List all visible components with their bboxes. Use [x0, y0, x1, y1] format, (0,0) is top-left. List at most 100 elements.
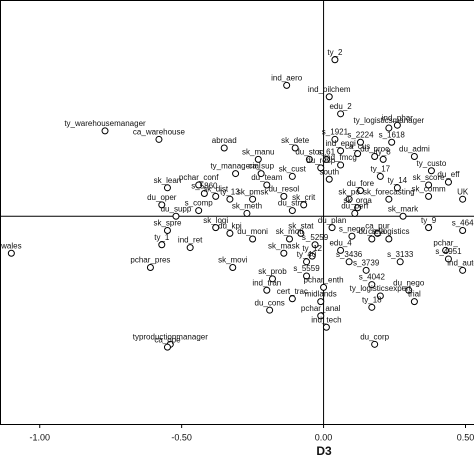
- point-label: pchar_conf: [179, 173, 219, 182]
- point: [297, 229, 305, 237]
- point-label: sk_comm: [411, 184, 446, 193]
- point-label: sk_dist: [203, 184, 229, 193]
- point-label: du_moni: [237, 227, 268, 236]
- point: [155, 135, 163, 143]
- point-label: ty_2: [327, 48, 343, 57]
- point: [163, 226, 171, 234]
- point: [257, 170, 265, 178]
- point-label: du_admi: [399, 145, 430, 154]
- point-label: ca_sup: [248, 162, 274, 171]
- point-label: du_corp: [360, 332, 389, 341]
- point: [172, 212, 180, 220]
- point: [425, 181, 433, 189]
- point: [195, 207, 203, 215]
- point: [325, 175, 333, 183]
- point: [379, 155, 387, 163]
- point: [249, 195, 257, 203]
- point-label: ty_14: [388, 176, 408, 185]
- point: [305, 155, 313, 163]
- point-label: sk_po: [338, 187, 360, 196]
- point-label: sk_forecasting: [363, 187, 415, 196]
- point: [356, 138, 364, 146]
- point: [337, 110, 345, 118]
- point-label: sk_spre: [153, 219, 182, 228]
- point-label: pchar_pres: [130, 256, 170, 265]
- point-label: du_strat: [278, 199, 308, 208]
- point-label: s_4951: [435, 247, 462, 256]
- point: [442, 246, 450, 254]
- point: [229, 263, 237, 271]
- point: [7, 249, 15, 257]
- point: [163, 184, 171, 192]
- point-label: ind_tech: [311, 315, 341, 324]
- point-label: sk_lean: [154, 176, 182, 185]
- point: [371, 340, 379, 348]
- point-label: sk_moti: [276, 227, 304, 236]
- point-label: sk_mark: [388, 204, 419, 213]
- point: [427, 167, 435, 175]
- point: [337, 161, 345, 169]
- point-label: du_resol: [268, 184, 299, 193]
- point: [368, 303, 376, 311]
- point: [158, 201, 166, 209]
- point: [186, 244, 194, 252]
- point: [249, 235, 257, 243]
- point-label: s_5860: [191, 182, 218, 191]
- point-label: s_3436: [336, 250, 363, 259]
- point-label: sk_manu: [242, 147, 274, 156]
- point-label: ty_warehousemanager: [64, 119, 146, 128]
- point: [362, 266, 370, 274]
- point-label: sk_crit: [292, 193, 316, 202]
- point: [243, 209, 251, 217]
- point: [410, 298, 418, 306]
- point-label: typroductionmanager: [133, 332, 208, 341]
- point-label: pchar_enth: [304, 276, 344, 285]
- point: [286, 235, 294, 243]
- point-label: ca_ope: [154, 335, 181, 344]
- point-label: pchar_anal: [301, 304, 341, 313]
- point: [101, 127, 109, 135]
- point: [226, 229, 234, 237]
- point: [385, 124, 393, 132]
- point-label: sk_logi: [203, 216, 228, 225]
- point: [371, 153, 379, 161]
- point: [337, 147, 345, 155]
- point: [459, 195, 467, 203]
- point: [146, 263, 154, 271]
- point: [348, 232, 356, 240]
- point: [331, 56, 339, 64]
- point-label: sk_stat: [288, 221, 314, 230]
- point: [376, 172, 384, 180]
- point-label: ty_18: [362, 295, 382, 304]
- point-label: s_1618: [379, 130, 406, 139]
- point-label: ty_managerial: [210, 162, 260, 171]
- x-tick-label: -0.50: [171, 432, 192, 442]
- point-label: du_rela: [358, 227, 385, 236]
- point-label: midlands: [305, 290, 337, 299]
- point: [425, 192, 433, 200]
- point-label: s_1921: [322, 128, 349, 137]
- point: [373, 229, 381, 237]
- point: [291, 144, 299, 152]
- point: [220, 144, 228, 152]
- point-label: du_plan: [318, 216, 346, 225]
- point-label: du_proc: [360, 145, 389, 154]
- point-label: ty_1: [154, 233, 170, 242]
- point: [444, 255, 452, 263]
- point: [325, 93, 333, 101]
- point-label: ind_fmcg: [324, 153, 356, 162]
- point-label: pchar_: [433, 239, 458, 248]
- point: [288, 295, 296, 303]
- point: [266, 306, 274, 314]
- point-label: ind_phar: [382, 113, 413, 122]
- point: [300, 201, 308, 209]
- point: [254, 155, 262, 163]
- point: [444, 178, 452, 186]
- point: [158, 241, 166, 249]
- point: [459, 226, 467, 234]
- point-label: s_61: [318, 147, 336, 156]
- point: [288, 172, 296, 180]
- point-label: ind_oilchem: [308, 85, 351, 94]
- point-label: du_supp: [161, 204, 192, 213]
